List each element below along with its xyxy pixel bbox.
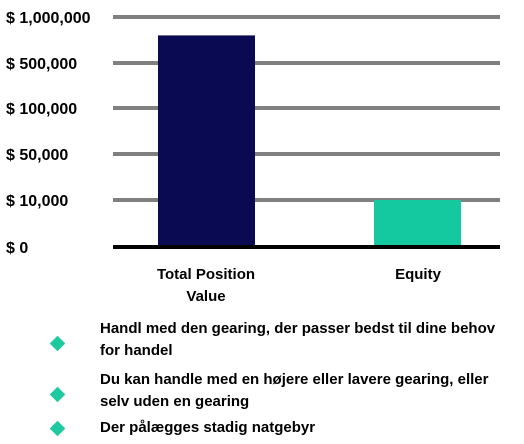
y-tick-label: $ 10,000 (6, 193, 68, 210)
bullet-item: Handl med den gearing, der passer bedst … (46, 318, 516, 368)
y-tick-label: $ 0 (6, 240, 28, 257)
x-tick-label: Value (186, 288, 225, 305)
y-tick-label: $ 1,000,000 (6, 10, 91, 27)
diamond-icon (49, 335, 66, 352)
bar (374, 200, 461, 247)
diamond-icon (49, 420, 66, 437)
diamond-icon (49, 386, 66, 403)
x-tick-label: Equity (395, 266, 441, 283)
bar-chart: $ 0 $ 10,000 $ 50,000 $ 100,000 $ 500,000 $ 1… (6, 10, 500, 305)
bullet-text: Du kan handle med en højere eller lavere… (100, 371, 489, 410)
y-tick-label: $ 500,000 (6, 56, 77, 73)
y-tick-label: $ 50,000 (6, 147, 68, 164)
y-tick-label: $ 100,000 (6, 101, 77, 118)
x-tick-label: Total Position (157, 266, 255, 283)
bullet-text: Handl med den gearing, der passer bedst … (100, 320, 496, 359)
bullet-item: Der pålægges stadig natgebyr (46, 417, 516, 443)
bullet-item: Du kan handle med en højere eller lavere… (46, 369, 516, 419)
bullet-text: Der pålægges stadig natgebyr (100, 419, 316, 436)
bar (158, 35, 255, 248)
